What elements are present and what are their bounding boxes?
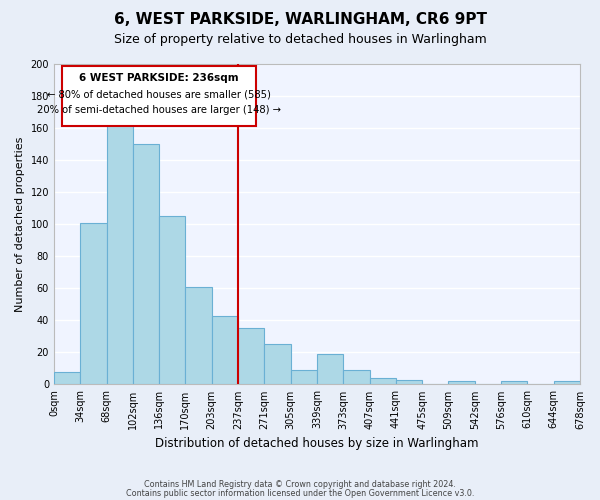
Text: Contains public sector information licensed under the Open Government Licence v3: Contains public sector information licen… [126,489,474,498]
Bar [185,286,212,384]
Bar [343,370,370,384]
Text: Contains HM Land Registry data © Crown copyright and database right 2024.: Contains HM Land Registry data © Crown c… [144,480,456,489]
Bar [290,370,317,384]
Bar [212,316,238,384]
Bar [317,354,343,384]
Text: Size of property relative to detached houses in Warlingham: Size of property relative to detached ho… [113,32,487,46]
Y-axis label: Number of detached properties: Number of detached properties [15,136,25,312]
Bar [159,216,185,384]
Text: 6, WEST PARKSIDE, WARLINGHAM, CR6 9PT: 6, WEST PARKSIDE, WARLINGHAM, CR6 9PT [113,12,487,28]
Bar [501,381,527,384]
Text: 20% of semi-detached houses are larger (148) →: 20% of semi-detached houses are larger (… [37,106,281,116]
Bar [554,381,580,384]
Bar [133,144,159,384]
Bar [107,124,133,384]
Bar [80,222,107,384]
X-axis label: Distribution of detached houses by size in Warlingham: Distribution of detached houses by size … [155,437,479,450]
Bar [54,372,80,384]
Bar [370,378,396,384]
Bar [448,381,475,384]
Text: 6 WEST PARKSIDE: 236sqm: 6 WEST PARKSIDE: 236sqm [79,74,239,84]
Bar [238,328,265,384]
Text: ← 80% of detached houses are smaller (585): ← 80% of detached houses are smaller (58… [47,90,271,100]
FancyBboxPatch shape [62,66,256,126]
Bar [265,344,290,385]
Bar [396,380,422,384]
